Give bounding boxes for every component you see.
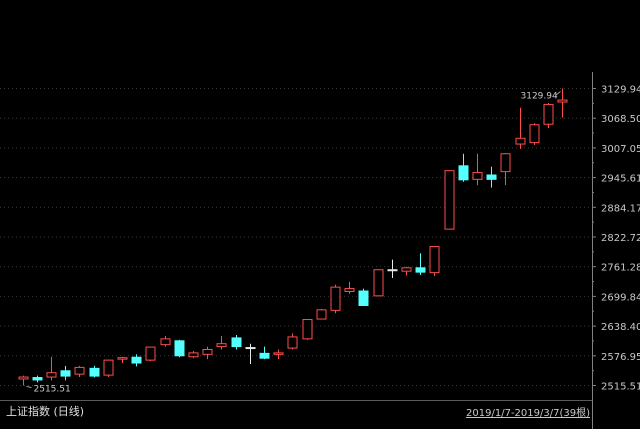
candle-body [543, 103, 554, 125]
candle-body [46, 372, 57, 378]
candle [358, 288, 369, 307]
index-name-label: 上证指数 (日线) [6, 405, 85, 418]
candle-body [330, 286, 341, 311]
y-tick-label: 3129.94 [601, 85, 640, 96]
candle [60, 365, 71, 381]
candle-body [500, 153, 511, 173]
candle-body [415, 267, 426, 273]
candle [202, 346, 213, 360]
candle-body [202, 348, 213, 355]
y-tick-label: 2761.28 [601, 263, 640, 274]
y-tick-label: 2884.17 [601, 203, 640, 214]
candle-body [273, 352, 284, 355]
candle [444, 170, 455, 230]
candle-body [344, 288, 355, 292]
y-tick-label: 3007.05 [601, 144, 640, 155]
candle-body [216, 343, 227, 348]
candle [515, 107, 526, 149]
candle [458, 153, 469, 182]
min-price-pointer [26, 386, 32, 388]
candle-body [358, 290, 369, 307]
candle [216, 335, 227, 350]
candle-body [174, 340, 185, 357]
candle [415, 253, 426, 276]
candle-body [103, 359, 114, 376]
candle-body [316, 309, 327, 320]
min-price-label: 2515.51 [34, 385, 71, 395]
grid-lines [0, 88, 592, 386]
candle [316, 308, 327, 320]
candle [472, 153, 483, 186]
candle-body [529, 124, 540, 144]
candle [188, 350, 199, 359]
candle-body [302, 319, 313, 340]
candle-body [515, 137, 526, 145]
max-price-pointer [555, 91, 561, 96]
candle-body [486, 174, 497, 180]
y-tick-label: 2576.95 [601, 352, 640, 363]
candle [273, 349, 284, 360]
candle [259, 346, 270, 360]
candle [302, 319, 313, 340]
candle-body [160, 338, 171, 346]
candle-body [131, 356, 142, 364]
candle [486, 166, 497, 188]
candle-body [245, 347, 256, 350]
candle-body [89, 367, 100, 377]
date-range-link[interactable]: 2019/1/7-2019/3/7(39根) [466, 408, 590, 419]
y-tick-label: 2945.61 [601, 174, 640, 185]
y-tick-label: 2822.72 [601, 233, 640, 244]
candle [103, 359, 114, 378]
candle [160, 335, 171, 347]
candle [543, 102, 554, 129]
y-tick-label: 2515.51 [601, 382, 640, 393]
candle [145, 346, 156, 362]
y-tick-label: 2638.40 [601, 322, 640, 333]
candle-body [60, 370, 71, 377]
candle-body [444, 170, 455, 230]
candle-body [231, 337, 242, 348]
candle-body [401, 267, 412, 272]
candle [344, 281, 355, 294]
candle [287, 333, 298, 350]
candle [373, 269, 384, 297]
candle-body [458, 165, 469, 181]
candle-body [188, 352, 199, 358]
candle [46, 356, 57, 381]
y-tick-label: 2699.84 [601, 292, 640, 303]
candle-body [557, 99, 568, 103]
candle-body [32, 377, 43, 381]
candle [32, 375, 43, 383]
candle-body [145, 346, 156, 361]
candle [74, 365, 85, 378]
candle [500, 153, 511, 186]
candle-body [287, 336, 298, 349]
candle [131, 354, 142, 367]
candle-body [373, 269, 384, 297]
candle-body [74, 366, 85, 375]
candle [330, 284, 341, 314]
candle [174, 339, 185, 358]
candle [231, 334, 242, 350]
candle-body [117, 357, 128, 360]
candles-group [18, 88, 568, 386]
candle [89, 365, 100, 378]
max-price-label: 3129.94 [521, 92, 558, 102]
candle [557, 88, 568, 118]
candle [245, 343, 256, 364]
candle [529, 123, 540, 146]
candle-body [18, 376, 29, 380]
y-axis: 3129.94 3068.50 3007.05 2945.61 2884.17 2822.… [0, 72, 640, 429]
candle-body [429, 246, 440, 274]
candle [117, 356, 128, 364]
candle-body [472, 172, 483, 180]
candle [18, 375, 29, 386]
candle-body [259, 352, 270, 359]
candle [429, 246, 440, 277]
y-tick-label: 3068.50 [601, 114, 640, 125]
candle-body [387, 269, 398, 272]
candle [387, 259, 398, 278]
candle [401, 266, 412, 276]
